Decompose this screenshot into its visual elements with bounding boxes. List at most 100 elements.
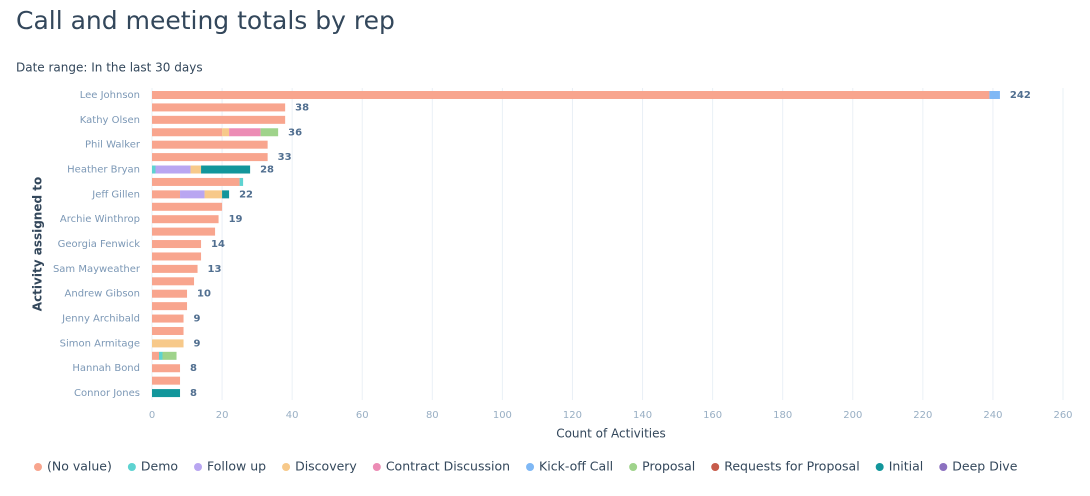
bar-segment (159, 351, 163, 360)
chart-title: Call and meeting totals by rep (16, 6, 395, 35)
total-label: 33 (278, 152, 292, 163)
y-tick-label: Kathy Olsen (80, 115, 140, 126)
bar-segment (190, 165, 202, 174)
bar-segment (989, 91, 1000, 99)
legend-label: Demo (141, 459, 178, 474)
y-axis-label: Activity assigned to (31, 177, 45, 311)
bar-segment (152, 128, 223, 137)
bar-segment (239, 177, 244, 186)
y-tick-label: Jeff Gillen (91, 189, 140, 200)
legend-marker (711, 463, 720, 471)
total-label: 242 (1010, 90, 1031, 101)
x-tick-label: 220 (913, 410, 932, 421)
y-tick-label: Phil Walker (85, 140, 141, 151)
bar-segment (204, 190, 223, 199)
bar-segment (152, 314, 184, 323)
bar-segment (152, 177, 240, 186)
total-label: 9 (194, 314, 201, 325)
x-tick-label: 200 (843, 410, 862, 421)
total-label: 38 (295, 102, 309, 113)
x-tick-label: 60 (356, 410, 369, 421)
bar-segment (152, 264, 198, 273)
y-tick-label: Hannah Bond (72, 363, 140, 374)
bar-segment (152, 91, 990, 99)
bar-segment (152, 153, 268, 162)
x-tick-label: 40 (286, 410, 299, 421)
bar-segment (152, 252, 202, 261)
total-label: 13 (208, 264, 222, 275)
x-tick-label: 80 (426, 410, 439, 421)
x-tick-label: 0 (149, 410, 155, 421)
legend-label: Initial (889, 459, 924, 474)
total-label: 8 (190, 388, 197, 399)
bar-segment (152, 376, 181, 385)
legend-marker (875, 463, 884, 471)
bar-segment (260, 128, 279, 137)
bar-segment (222, 128, 230, 137)
bar-segment (180, 190, 205, 199)
legend-label: Discovery (295, 459, 357, 474)
bar-segment (152, 351, 160, 360)
legend-marker (127, 463, 136, 471)
bar-segment (229, 128, 261, 137)
bar-segment (222, 190, 230, 199)
total-label: 19 (229, 214, 243, 225)
y-tick-label: Simon Armitage (60, 338, 140, 349)
bar-segment (152, 103, 286, 112)
x-tick-label: 120 (563, 410, 582, 421)
bar-segment (152, 240, 202, 249)
legend-marker (34, 463, 42, 471)
total-label: 9 (194, 338, 201, 349)
bar-segment (152, 190, 181, 199)
legend-label: Requests for Proposal (724, 459, 859, 474)
chart-subtitle: Date range: In the last 30 days (16, 61, 203, 75)
bar-segment (152, 389, 181, 398)
x-tick-label: 140 (633, 410, 652, 421)
legend-marker (526, 463, 535, 471)
total-label: 36 (288, 127, 302, 138)
bar-segment (152, 227, 216, 236)
bar-segment (152, 277, 195, 286)
legend-marker (629, 463, 638, 471)
bar-segment (152, 339, 184, 348)
y-tick-label: Archie Winthrop (60, 214, 140, 225)
y-tick-label: Connor Jones (74, 388, 140, 399)
bar-segment (152, 302, 188, 311)
legend-label: Kick-off Call (539, 459, 613, 474)
y-tick-label: Heather Bryan (67, 165, 140, 176)
total-label: 10 (197, 289, 211, 300)
bar-segment (162, 351, 177, 360)
legend-marker (194, 463, 203, 471)
bar-segment (155, 165, 191, 174)
total-label: 28 (260, 165, 274, 176)
y-tick-label: Lee Johnson (80, 90, 140, 101)
legend-label: Follow up (207, 459, 266, 474)
x-tick-label: 260 (1053, 410, 1072, 421)
legend-label: Proposal (642, 459, 695, 474)
total-label: 8 (190, 363, 197, 374)
x-tick-label: 160 (703, 410, 722, 421)
x-tick-label: 20 (216, 410, 229, 421)
legend-marker (282, 463, 291, 471)
legend-label: Deep Dive (952, 459, 1017, 474)
legend-label: (No value) (47, 459, 112, 474)
y-tick-label: Andrew Gibson (65, 289, 140, 300)
bar-segment (201, 165, 251, 174)
x-tick-label: 180 (773, 410, 792, 421)
y-tick-label: Sam Mayweather (53, 264, 141, 275)
legend-marker (939, 463, 948, 471)
bar-segment (152, 215, 219, 224)
bar-segment (152, 202, 223, 211)
y-tick-label: Jenny Archibald (61, 314, 140, 325)
bar-segment (152, 364, 181, 373)
bar-segment (152, 289, 188, 298)
x-tick-label: 100 (493, 410, 512, 421)
x-axis-label: Count of Activities (556, 427, 666, 441)
legend-marker (372, 463, 381, 471)
x-tick-label: 240 (983, 410, 1002, 421)
total-label: 14 (211, 239, 225, 250)
legend-label: Contract Discussion (386, 459, 510, 474)
y-tick-label: Georgia Fenwick (58, 239, 141, 250)
bar-segment (152, 115, 286, 124)
